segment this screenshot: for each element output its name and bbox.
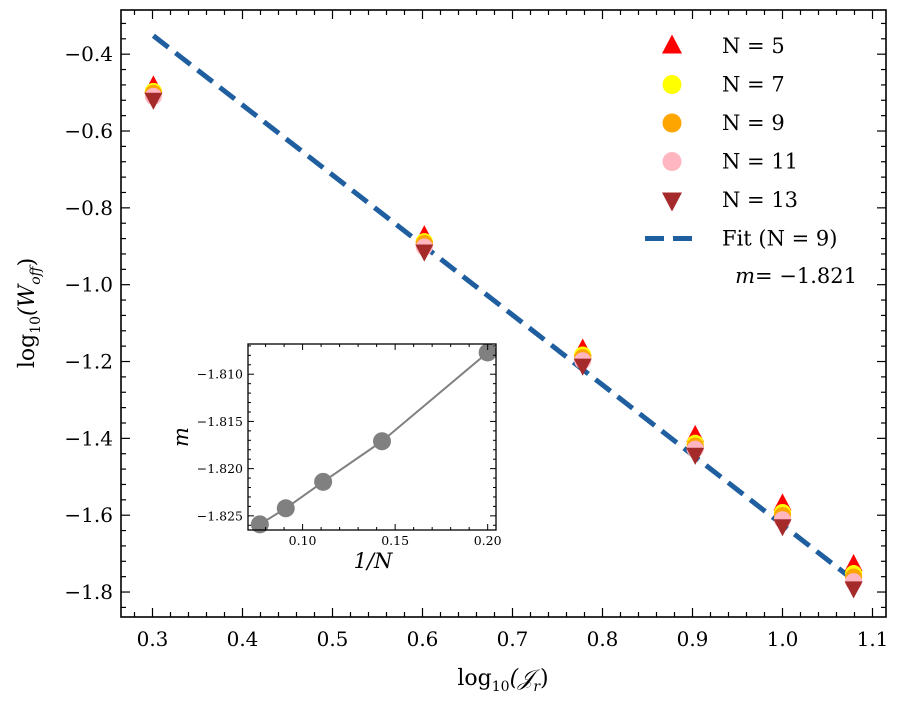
y-tick-label: −1.4	[64, 426, 113, 450]
legend-label: N = 13	[722, 188, 798, 212]
data-point	[573, 358, 592, 376]
x-tick-label: 0.7	[497, 627, 529, 651]
x-tick-label: 0.3	[137, 627, 169, 651]
inset-x-tick-label: 0.10	[289, 533, 317, 548]
x-tick-label: 0.8	[587, 627, 619, 651]
legend-label: N = 9	[722, 111, 785, 135]
data-point	[773, 519, 792, 537]
inset-data-point	[478, 343, 497, 362]
inset-y-tick-label: −1.820	[197, 461, 243, 476]
x-tick-label: 0.5	[317, 627, 349, 651]
legend-marker	[662, 34, 682, 54]
fit-line	[151, 33, 856, 583]
inset-y-tick-label: −1.825	[197, 508, 243, 523]
data-point	[686, 447, 705, 465]
inset-data-point	[372, 432, 391, 451]
main-y-ticks: −0.4 −0.6 −0.8 −1.0 −1.2 −1.4 −1.6 −1.8	[64, 22, 886, 608]
y-tick-label: −1.0	[64, 273, 113, 297]
x-tick-label: 0.9	[677, 627, 709, 651]
legend-label: N = 5	[722, 34, 785, 58]
inset-y-ticks: −1.810 −1.815 −1.820 −1.825	[197, 345, 496, 526]
main-plot-frame	[120, 9, 887, 618]
inset-x-ticks: 0.10 0.15 0.20	[265, 344, 502, 548]
x-tick-label: 1.1	[857, 627, 889, 651]
legend-marker	[662, 113, 682, 133]
main-series	[144, 33, 863, 599]
legend-marker	[662, 75, 682, 94]
inset-data-point	[250, 515, 269, 534]
slope-annotation: m= −1.821	[735, 264, 857, 288]
legend-label: N = 11	[722, 150, 798, 174]
x-tick-label: 0.6	[407, 627, 439, 651]
inset-y-tick-label: −1.810	[197, 367, 243, 382]
legend-label: Fit (N = 9)	[722, 227, 837, 251]
y-tick-label: −1.6	[64, 503, 113, 527]
legend-marker	[662, 192, 682, 212]
data-point	[415, 244, 434, 262]
inset-y-tick-label: −1.815	[197, 414, 243, 429]
legend-marker	[662, 152, 682, 171]
inset-data-point	[276, 499, 295, 518]
inset-y-axis-label: m	[169, 427, 193, 447]
inset-plot-frame	[247, 343, 497, 531]
inset-background	[248, 344, 496, 530]
inset-x-axis-label: 1/N	[354, 549, 393, 573]
x-tick-label: 1.0	[767, 627, 799, 651]
main-x-ticks: 0.3 0.4 0.5 0.6 0.7 0.8 0.9 1.0 1.1	[133, 10, 889, 651]
y-tick-label: −0.4	[64, 42, 113, 66]
legend-label: N = 7	[722, 73, 785, 97]
inset-data-point	[314, 472, 333, 491]
y-tick-label: −0.8	[64, 196, 113, 220]
inset-chart: −1.810 −1.815 −1.820 −1.825 0.10 0.15 0.20 1/…	[169, 343, 502, 573]
y-tick-label: −1.2	[64, 350, 113, 374]
y-tick-label: −0.6	[64, 119, 113, 143]
y-tick-label: −1.8	[64, 580, 113, 604]
main-x-axis-label: log10(𝒥r)	[457, 666, 548, 695]
inset-x-tick-label: 0.20	[474, 533, 502, 548]
inset-series	[250, 343, 497, 534]
data-point	[844, 581, 863, 599]
main-y-axis-label: log10(Woff)	[15, 258, 44, 368]
x-tick-label: 0.4	[227, 627, 259, 651]
inset-x-tick-label: 0.15	[381, 533, 409, 548]
legend: N = 5 N = 7 N = 9 N = 11 N = 13 Fit (N = 9)	[645, 34, 837, 251]
data-point	[144, 92, 163, 110]
